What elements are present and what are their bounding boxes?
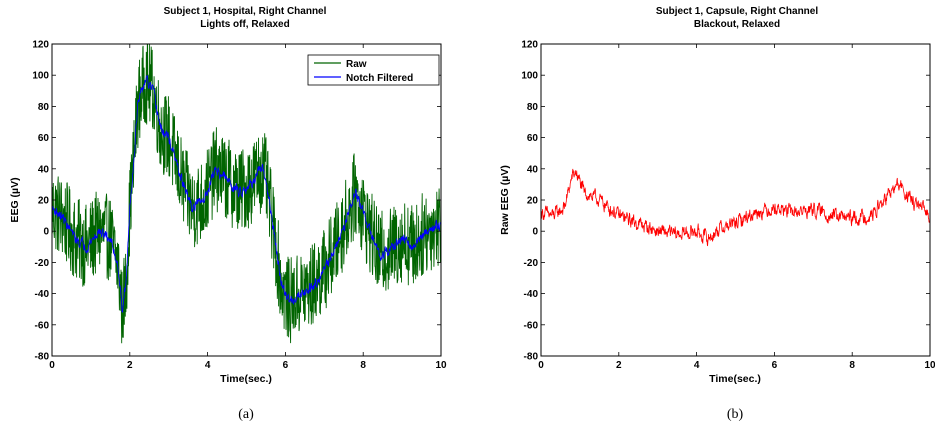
legend-box [307,54,440,86]
x-tick-label: 6 [283,360,289,371]
x-tick-label: 2 [616,360,622,371]
panel-b-title: Subject 1, Capsule, Right Channel [656,6,818,17]
y-tick-label: 60 [38,133,50,144]
panel-b-x-label: Time(sec.) [709,373,761,385]
y-tick-label: 20 [38,196,50,207]
series-line-raw-eeg [541,168,930,247]
x-tick-label: 0 [538,360,544,371]
y-tick-label: -40 [35,289,50,300]
y-tick-label: -80 [35,352,50,363]
x-tick-label: 4 [694,360,700,371]
legend-label-notch-filtered: Notch Filtered [346,73,413,84]
y-tick-label: -40 [524,289,539,300]
y-tick-label: 40 [527,164,539,175]
y-tick-label: -20 [35,258,50,269]
x-tick-label: 10 [435,360,447,371]
panel-a-y-label: EEG (µV) [9,177,21,222]
y-tick-label: 100 [521,71,538,82]
x-tick-label: 4 [205,360,211,371]
panel-a-y-ticks: -80 -60 -40 -20 0 20 40 60 80 100 120 [32,40,441,363]
y-tick-label: 20 [527,196,539,207]
panel-b: Subject 1, Capsule, Right Channel Blacko… [499,6,935,422]
y-tick-label: 0 [532,227,538,238]
x-tick-label: 8 [849,360,855,371]
panel-b-subtitle: Blackout, Relaxed [694,19,780,30]
x-tick-label: 2 [127,360,133,371]
panel-a-subtitle: Lights off, Relaxed [200,19,289,30]
y-tick-label: -60 [524,320,539,331]
y-tick-label: 80 [38,102,50,113]
y-tick-label: 60 [527,133,539,144]
y-tick-label: -80 [524,352,539,363]
panel-a-x-label: Time(sec.) [220,373,272,385]
series-line-notch-filtered [52,75,441,313]
panel-b-caption: (b) [727,407,744,422]
x-tick-label: 0 [49,360,55,371]
y-tick-label: 100 [32,71,49,82]
series-line-raw [52,44,441,344]
y-tick-label: 120 [32,40,49,51]
panel-a-caption: (a) [238,407,254,422]
y-tick-label: -20 [524,258,539,269]
x-tick-label: 6 [772,360,778,371]
panel-a: Subject 1, Hospital, Right Channel Light… [9,6,447,422]
panel-b-traces [541,168,930,247]
y-tick-label: 120 [521,40,538,51]
panel-a-legend: Raw Notch Filtered [307,54,440,86]
panel-a-title: Subject 1, Hospital, Right Channel [164,6,327,17]
panel-a-x-ticks: 0 2 4 6 8 10 [49,44,447,371]
x-tick-label: 10 [924,360,935,371]
y-tick-label: 80 [527,102,539,113]
y-tick-label: -60 [35,320,50,331]
x-tick-label: 8 [360,360,366,371]
panel-a-traces [52,44,441,344]
panel-b-y-label: Raw EEG (µV) [499,165,511,235]
y-tick-label: 0 [43,227,49,238]
panel-b-x-ticks: 0 2 4 6 8 10 [538,44,935,371]
legend-label-raw: Raw [346,59,367,70]
panel-b-y-ticks: -80 -60 -40 -20 0 20 40 60 80 100 120 [521,40,930,363]
y-tick-label: 40 [38,164,50,175]
